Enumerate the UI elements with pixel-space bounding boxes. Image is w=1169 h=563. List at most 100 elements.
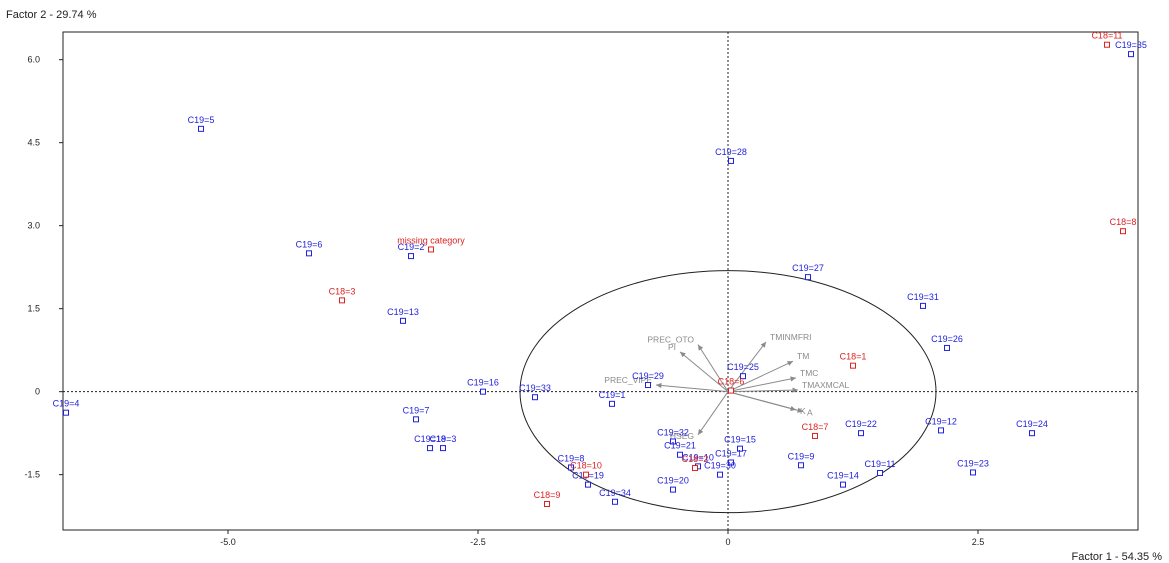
- category-label: C19=16: [467, 378, 499, 388]
- plot-border: [62, 31, 1139, 531]
- variable-arrow: [727, 360, 794, 393]
- variable-label: PI: [668, 342, 676, 352]
- category-point: [408, 253, 414, 260]
- category-label: C19=10: [682, 452, 714, 462]
- category-label: C19=20: [657, 476, 689, 486]
- category-point: [920, 302, 926, 309]
- variable-label: A: [807, 408, 813, 418]
- category-label: C19=21: [664, 441, 696, 451]
- category-point: [532, 394, 538, 401]
- category-point: [737, 445, 743, 452]
- category-point: [740, 373, 746, 380]
- category-label: C18=7: [802, 422, 829, 432]
- category-label: C19=7: [403, 405, 430, 415]
- y-tick-label: 0: [35, 387, 40, 397]
- x-tick-label: 0: [725, 537, 730, 547]
- category-point: [585, 481, 591, 488]
- category-label: C19=30: [704, 461, 736, 471]
- category-label: C19=34: [599, 488, 631, 498]
- variable-arrow: [727, 341, 767, 392]
- variable-label: HSEG: [670, 431, 694, 441]
- category-label: C19=5: [188, 115, 215, 125]
- category-label: C19=24: [1016, 419, 1048, 429]
- category-point: [805, 274, 811, 281]
- category-label: C19=26: [931, 334, 963, 344]
- category-label: C19=4: [53, 399, 80, 409]
- category-point: [1029, 430, 1035, 437]
- category-point: [428, 246, 434, 253]
- category-point: [480, 388, 486, 395]
- category-point: [583, 471, 589, 478]
- category-label: C19=12: [925, 416, 957, 426]
- category-point: [1104, 41, 1110, 48]
- category-label: C19=31: [907, 292, 939, 302]
- variable-arrow: [697, 344, 729, 392]
- variable-label: TM: [797, 351, 809, 361]
- category-point: [677, 451, 683, 458]
- category-label: C19=13: [387, 307, 419, 317]
- category-label: C19=3: [430, 434, 457, 444]
- category-point: [970, 469, 976, 476]
- x-tick-label: -2.5: [470, 537, 486, 547]
- category-label: C19=17: [715, 448, 747, 458]
- y-tick-label: -1.5: [24, 470, 40, 480]
- category-points-layer: C19=5 C19=28 C19=35 C19=6 C19=2 C19=27 C19=31 C…: [53, 31, 1147, 507]
- category-point: [670, 438, 676, 445]
- variable-arrow: [727, 391, 804, 413]
- category-point: [798, 462, 804, 469]
- category-label: C19=6: [296, 239, 323, 249]
- axis-ticks-layer: -5.0 -2.5 0 2.5 6.0 4.5 3.0 1.5 0 -1.5: [24, 55, 984, 547]
- category-label: C19=14: [827, 471, 859, 481]
- x-axis-title: Factor 1 - 54.35 %: [1072, 551, 1163, 563]
- category-point: [692, 465, 698, 472]
- plot-frame-layer: [62, 31, 1139, 531]
- category-label: C18=10: [570, 461, 602, 471]
- category-label: C19=18: [414, 434, 446, 444]
- category-point: [544, 500, 550, 507]
- category-point: [1128, 51, 1134, 58]
- category-label: C18=9: [534, 490, 561, 500]
- category-point: [728, 459, 734, 466]
- category-point: [568, 464, 574, 471]
- category-point: [612, 498, 618, 505]
- category-label: C18=2: [682, 454, 709, 464]
- category-point: [670, 486, 676, 493]
- category-point: [306, 250, 312, 257]
- variable-label: TMC: [800, 368, 818, 378]
- category-label: C19=23: [957, 458, 989, 468]
- y-tick-label: 1.5: [27, 304, 40, 314]
- variable-label: PREC_OTO: [647, 335, 694, 345]
- variable-arrowhead: [698, 428, 704, 435]
- correlation-circle: [519, 270, 937, 514]
- category-label: missing category: [397, 235, 465, 245]
- correlation-ellipse-layer: [519, 270, 937, 514]
- variable-arrowhead: [787, 361, 793, 366]
- variable-arrow: [727, 389, 799, 393]
- variable-arrow: [697, 391, 729, 436]
- category-label: C18=11: [1091, 31, 1122, 41]
- variable-label: TMINMFRI: [770, 332, 812, 342]
- category-label: C19=27: [792, 263, 824, 273]
- category-point: [944, 344, 950, 351]
- category-point: [812, 432, 818, 439]
- category-label: C19=29: [632, 371, 664, 381]
- category-point: [427, 445, 433, 452]
- variable-arrow: [727, 377, 797, 393]
- category-point: [728, 157, 734, 164]
- variable-arrowhead: [792, 387, 798, 393]
- category-point: [400, 317, 406, 324]
- variable-arrow: [679, 351, 729, 393]
- variable-label: PREC_VIPE: [604, 375, 652, 385]
- category-label: C19=22: [845, 419, 877, 429]
- category-label: C19=28: [715, 147, 747, 157]
- variable-arrow: [655, 384, 729, 393]
- category-point: [198, 125, 204, 132]
- category-point: [877, 470, 883, 477]
- category-label: C18=6: [718, 377, 745, 387]
- category-point: [1120, 228, 1126, 235]
- category-point: [717, 471, 723, 478]
- variable-arrowhead: [656, 382, 662, 389]
- category-label: C19=1: [599, 390, 626, 400]
